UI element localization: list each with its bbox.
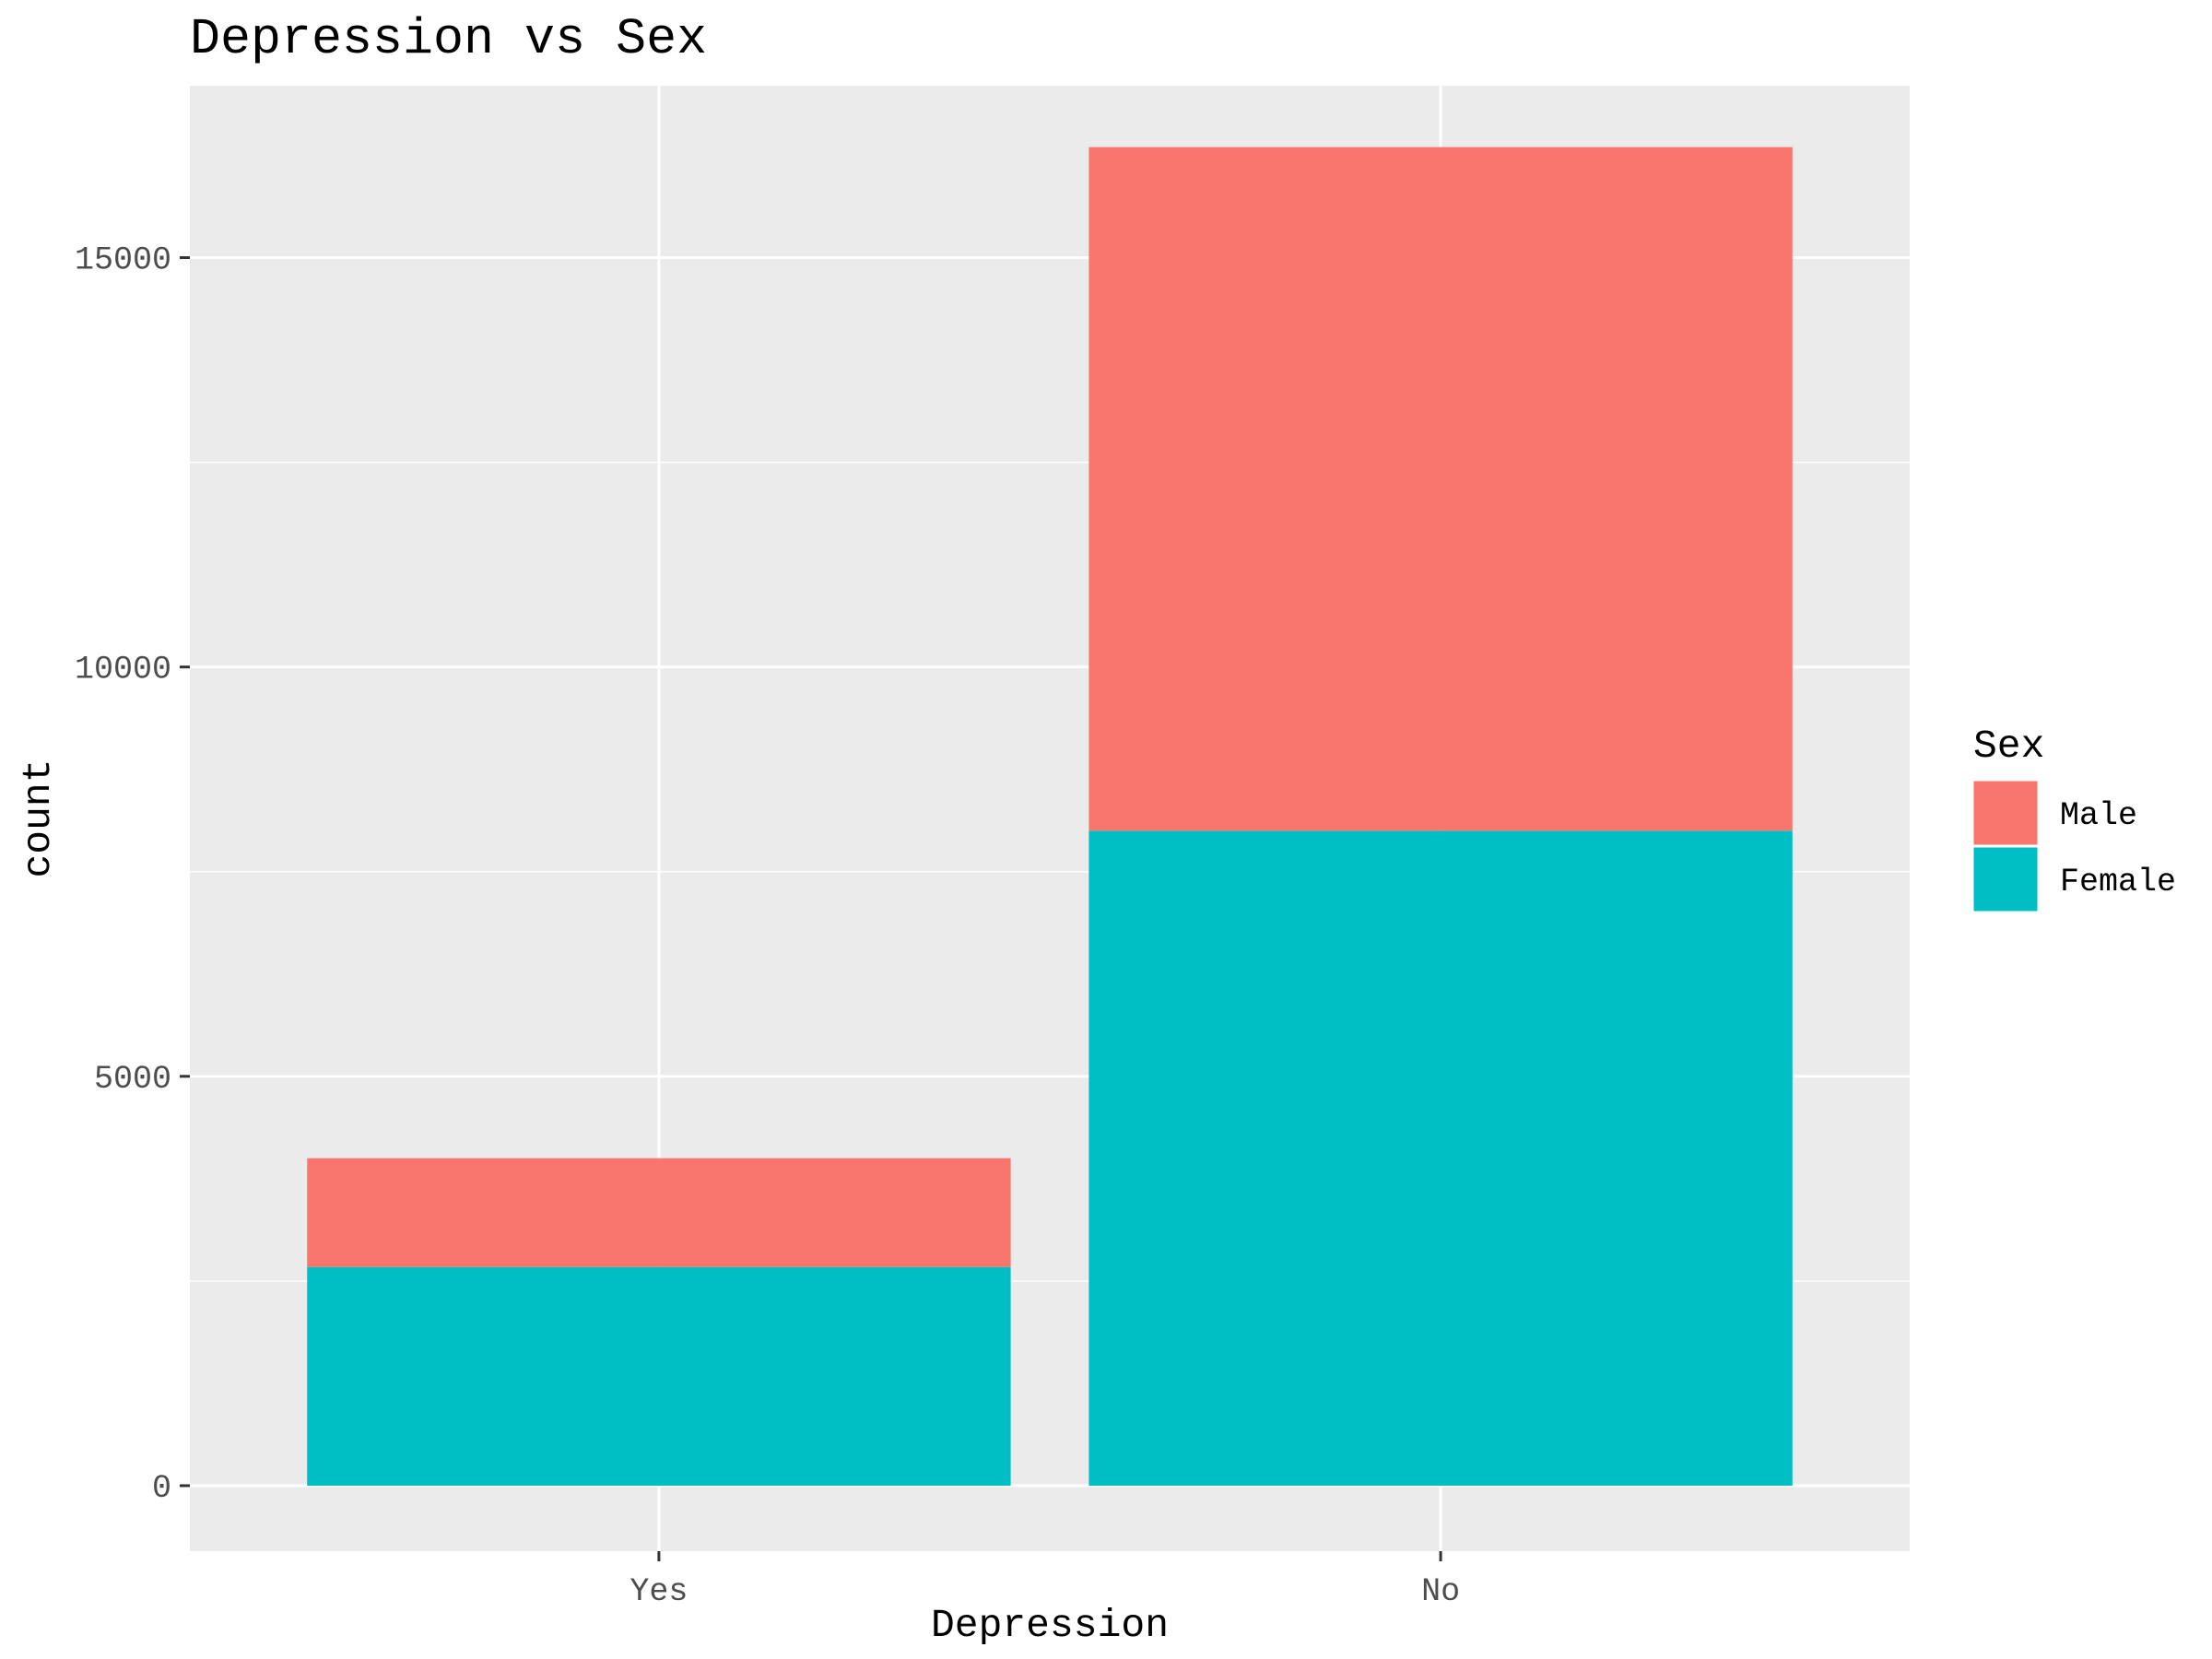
legend-key-female xyxy=(1971,844,2041,914)
bar-no-male xyxy=(1088,147,1793,831)
x-axis: Yes No xyxy=(629,1551,1460,1610)
legend-label-female: Female xyxy=(2060,864,2176,900)
x-tick-label: Yes xyxy=(629,1573,688,1610)
y-tick-label: 10000 xyxy=(75,652,171,688)
y-tick-label: 15000 xyxy=(75,242,171,279)
y-axis-title: count xyxy=(16,759,61,877)
y-tick-label: 5000 xyxy=(94,1061,171,1098)
y-tick-label: 0 xyxy=(152,1470,171,1507)
y-axis: 0 5000 10000 15000 xyxy=(75,242,190,1507)
bars xyxy=(307,147,1793,1486)
x-axis-title: Depression xyxy=(931,1603,1169,1648)
chart-title: Depression vs Sex xyxy=(190,10,707,68)
bar-yes-male xyxy=(307,1158,1011,1267)
legend: Sex Male Female xyxy=(1971,724,2176,914)
legend-title: Sex xyxy=(1973,724,2044,769)
bar-yes-female xyxy=(307,1266,1011,1486)
bar-no-female xyxy=(1088,830,1793,1486)
legend-label-male: Male xyxy=(2060,797,2137,834)
legend-key-male xyxy=(1971,778,2041,848)
x-tick-label: No xyxy=(1421,1573,1460,1610)
